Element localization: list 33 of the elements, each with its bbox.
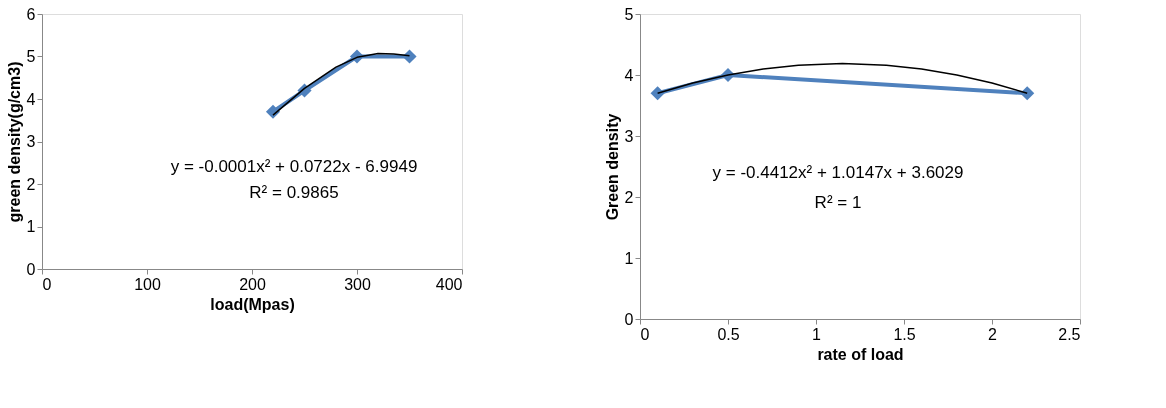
point [402,49,417,64]
annotation: R² = 1 [814,193,862,213]
y-tick-label: 5 [624,5,634,23]
y-tick-label: 2 [624,188,634,206]
x-tick-label: 200 [239,275,266,293]
x-tick-label: 400 [435,275,463,293]
y-tick-label: 2 [26,175,36,193]
x-tick-label: 1 [812,325,822,343]
x-tick-label: 300 [344,275,371,293]
y-tick-label: 4 [624,66,634,84]
y-tick-label: 1 [624,249,634,267]
y-tick-label: 6 [26,5,36,23]
y-tick-label: 3 [26,133,36,150]
annotation: y = -0.4412x² + 1.0147x + 3.6029 [712,162,964,182]
x-tick-label: 1.5 [893,325,916,343]
y-tick-label: 5 [26,48,36,65]
y-axis-title: green density(g/cm3) [5,61,23,223]
y-tick-label: 1 [26,218,36,235]
x-tick-label: 0 [640,325,650,343]
x-tick-label: 0.5 [717,325,740,343]
x-tick-label: 0 [42,275,52,293]
x-axis-title: rate of load [817,345,904,363]
annotation: y = -0.0001x² + 0.0722x - 6.9949 [170,157,418,176]
x-tick-label: 2.5 [1058,325,1081,343]
x-axis-title: load(Mpas) [210,295,295,313]
x-tick-label: 100 [134,275,161,293]
y-tick-label: 3 [624,127,634,145]
annotation: R² = 0.9865 [249,182,339,202]
y-axis-title: Green density [603,113,621,221]
y-tick-label: 0 [624,310,634,328]
x-tick-label: 2 [988,325,998,343]
y-tick-label: 4 [26,90,36,108]
y-tick-label: 0 [26,260,36,278]
